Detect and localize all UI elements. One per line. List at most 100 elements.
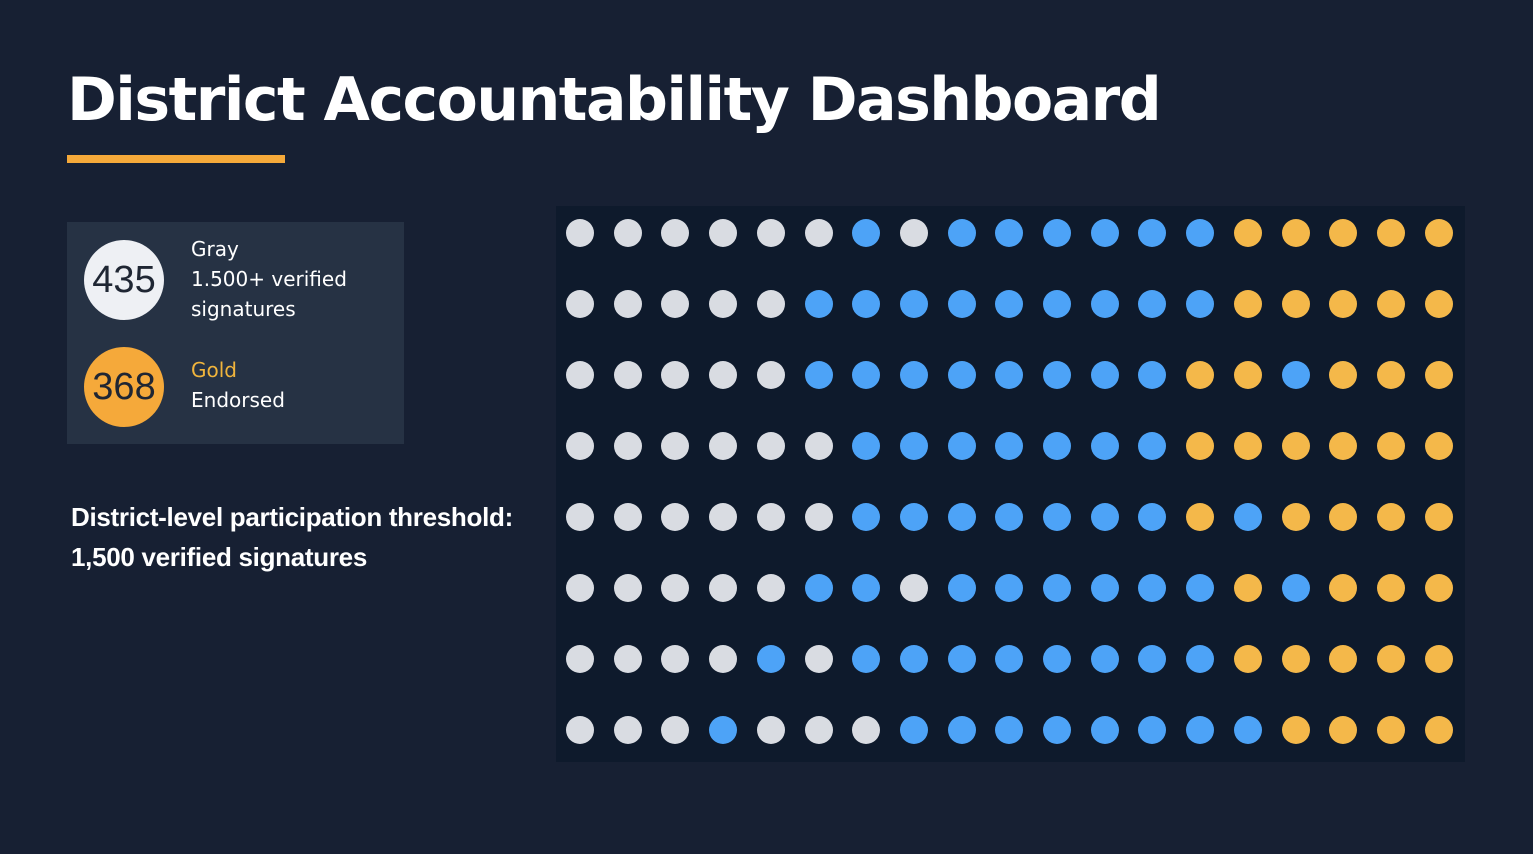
dot-gold bbox=[1425, 716, 1453, 744]
dot-blue bbox=[805, 290, 833, 318]
dot-blue bbox=[852, 645, 880, 673]
dot-gold bbox=[1186, 503, 1214, 531]
dot-gray bbox=[661, 219, 689, 247]
dot-blue bbox=[1234, 716, 1262, 744]
dot-blue bbox=[948, 219, 976, 247]
dot-gold bbox=[1329, 503, 1357, 531]
dot-gray bbox=[757, 432, 785, 460]
gold-legend-label: Gold bbox=[191, 358, 237, 382]
dot-gold bbox=[1282, 219, 1310, 247]
dot-blue bbox=[900, 290, 928, 318]
dot-blue bbox=[948, 290, 976, 318]
dot-blue bbox=[995, 361, 1023, 389]
dot-blue bbox=[1043, 574, 1071, 602]
dot-gold bbox=[1282, 432, 1310, 460]
dot-blue bbox=[995, 290, 1023, 318]
dot-blue bbox=[995, 219, 1023, 247]
dot-gold bbox=[1329, 290, 1357, 318]
dot-gold bbox=[1282, 290, 1310, 318]
dot-gold bbox=[1329, 645, 1357, 673]
dot-gray bbox=[661, 645, 689, 673]
dot-blue bbox=[900, 503, 928, 531]
dot-blue bbox=[948, 645, 976, 673]
gray-count-badge: 435 bbox=[84, 240, 164, 320]
dot-blue bbox=[900, 645, 928, 673]
dot-gray bbox=[614, 716, 642, 744]
dot-gray bbox=[614, 574, 642, 602]
dot-gray bbox=[900, 219, 928, 247]
dot-gray bbox=[614, 503, 642, 531]
gold-legend-text: Gold Endorsed bbox=[191, 355, 285, 415]
dot-blue bbox=[1091, 716, 1119, 744]
dot-blue bbox=[1138, 432, 1166, 460]
dot-blue bbox=[995, 503, 1023, 531]
dot-gray bbox=[566, 290, 594, 318]
dot-blue bbox=[1091, 361, 1119, 389]
dot-gray bbox=[805, 432, 833, 460]
dot-gray bbox=[709, 503, 737, 531]
dot-blue bbox=[1091, 574, 1119, 602]
dot-blue bbox=[852, 432, 880, 460]
dot-gold bbox=[1425, 645, 1453, 673]
dot-gray bbox=[566, 361, 594, 389]
dot-gray bbox=[709, 290, 737, 318]
dot-gray bbox=[709, 645, 737, 673]
dot-blue bbox=[852, 361, 880, 389]
dot-gold bbox=[1282, 716, 1310, 744]
dot-blue bbox=[995, 432, 1023, 460]
dot-blue bbox=[995, 716, 1023, 744]
dot-gold bbox=[1234, 432, 1262, 460]
dot-gray bbox=[566, 219, 594, 247]
dot-gray bbox=[661, 432, 689, 460]
dot-blue bbox=[1091, 503, 1119, 531]
dot-blue bbox=[1186, 219, 1214, 247]
dot-gray bbox=[661, 574, 689, 602]
dot-gold bbox=[1377, 574, 1405, 602]
dot-gray bbox=[852, 716, 880, 744]
dot-gray bbox=[709, 361, 737, 389]
dot-gold bbox=[1425, 574, 1453, 602]
dot-blue bbox=[948, 503, 976, 531]
dot-gold bbox=[1234, 574, 1262, 602]
dot-gold bbox=[1425, 290, 1453, 318]
dot-blue bbox=[900, 716, 928, 744]
dot-blue bbox=[1091, 290, 1119, 318]
dot-blue bbox=[852, 574, 880, 602]
gray-legend-description-line1: 1.500+ verified bbox=[191, 267, 347, 291]
dot-blue bbox=[1186, 290, 1214, 318]
dot-gray bbox=[661, 361, 689, 389]
dot-blue bbox=[709, 716, 737, 744]
dot-blue bbox=[852, 219, 880, 247]
dot-gray bbox=[757, 219, 785, 247]
dot-gray bbox=[757, 361, 785, 389]
dot-blue bbox=[1043, 645, 1071, 673]
dot-gray bbox=[614, 432, 642, 460]
dot-gold bbox=[1377, 716, 1405, 744]
dot-gray bbox=[614, 361, 642, 389]
dot-blue bbox=[1091, 645, 1119, 673]
dot-gray bbox=[757, 716, 785, 744]
dot-gray bbox=[709, 432, 737, 460]
dot-blue bbox=[1138, 503, 1166, 531]
dot-blue bbox=[1186, 645, 1214, 673]
dot-gold bbox=[1186, 432, 1214, 460]
dot-gold bbox=[1234, 361, 1262, 389]
dot-blue bbox=[805, 574, 833, 602]
dot-gray bbox=[805, 716, 833, 744]
dot-gold bbox=[1186, 361, 1214, 389]
dot-blue bbox=[1091, 219, 1119, 247]
dot-gold bbox=[1234, 290, 1262, 318]
dot-gray bbox=[757, 503, 785, 531]
gray-legend-text: Gray 1.500+ verified signatures bbox=[191, 234, 347, 324]
dot-gold bbox=[1329, 432, 1357, 460]
dot-gray bbox=[566, 574, 594, 602]
dot-blue bbox=[1138, 361, 1166, 389]
dot-gold bbox=[1377, 432, 1405, 460]
title-underline bbox=[67, 155, 285, 163]
dot-blue bbox=[948, 432, 976, 460]
dot-blue bbox=[1186, 716, 1214, 744]
dot-gold bbox=[1329, 361, 1357, 389]
dot-gold bbox=[1377, 219, 1405, 247]
page-title: District Accountability Dashboard bbox=[67, 65, 1162, 135]
threshold-line1: District-level participation threshold: bbox=[71, 502, 513, 532]
